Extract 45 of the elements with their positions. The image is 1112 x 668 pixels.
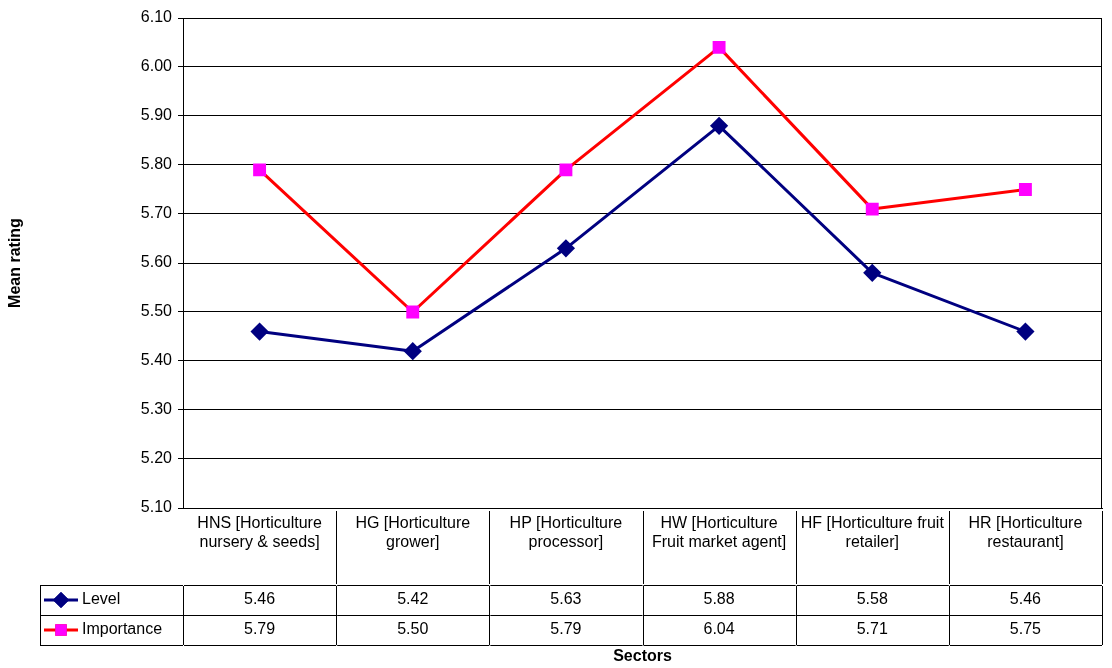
y-tick-label: 6.00: [140, 57, 173, 75]
point: [712, 40, 726, 54]
x-tick-label: HW [Horticulture Fruit market agent]: [651, 514, 787, 551]
x-tick-label: HP [Horticulture processor]: [509, 514, 623, 551]
point: [557, 239, 575, 257]
data-label: 5.50: [397, 620, 429, 638]
point: [710, 117, 728, 135]
y-tick-label: 5.80: [140, 155, 173, 173]
point: [251, 323, 269, 341]
y-tick-label: 5.50: [140, 302, 173, 320]
x-tick-label: HR [Horticulture restaurant]: [968, 514, 1083, 551]
data-label: 6.04: [703, 620, 735, 638]
x-tick-label: HF [Horticulture fruit retailer]: [800, 514, 945, 551]
legend-label: Level: [82, 590, 121, 608]
y-tick-label: 6.10: [140, 8, 173, 26]
y-tick-label: 5.60: [140, 253, 173, 271]
x-tick-label: HG [Horticulture grower]: [355, 514, 471, 551]
x-tick-label: HNS [Horticulture nursery & seeds]: [197, 514, 322, 551]
data-label: 5.46: [244, 590, 276, 608]
data-label: 5.88: [703, 590, 735, 608]
point: [1018, 183, 1032, 196]
point: [253, 163, 267, 177]
y-tick-label: 5.30: [140, 400, 173, 418]
y-tick-label: 5.70: [140, 204, 173, 222]
point: [865, 202, 879, 216]
text: Mean rating: [6, 218, 23, 308]
point: [559, 163, 573, 177]
data-label: 5.63: [550, 590, 582, 608]
data-label: 5.79: [244, 620, 276, 638]
point: [404, 342, 422, 360]
text: Sectors: [613, 647, 672, 664]
point: [1016, 323, 1034, 341]
y-tick-label: 5.10: [140, 498, 173, 516]
legend-label: Importance: [82, 620, 163, 638]
point: [406, 305, 420, 319]
y-tick-label: 5.90: [140, 106, 173, 124]
data-label: 5.42: [397, 590, 429, 608]
data-label: 5.71: [856, 620, 888, 638]
point: [863, 264, 881, 282]
y-tick-label: 5.40: [140, 351, 173, 369]
y-tick-label: 5.20: [140, 449, 173, 467]
data-label: 5.79: [550, 620, 582, 638]
data-label: 5.75: [1009, 620, 1042, 638]
data-label: 5.46: [1009, 590, 1042, 608]
data-label: 5.58: [856, 590, 888, 608]
